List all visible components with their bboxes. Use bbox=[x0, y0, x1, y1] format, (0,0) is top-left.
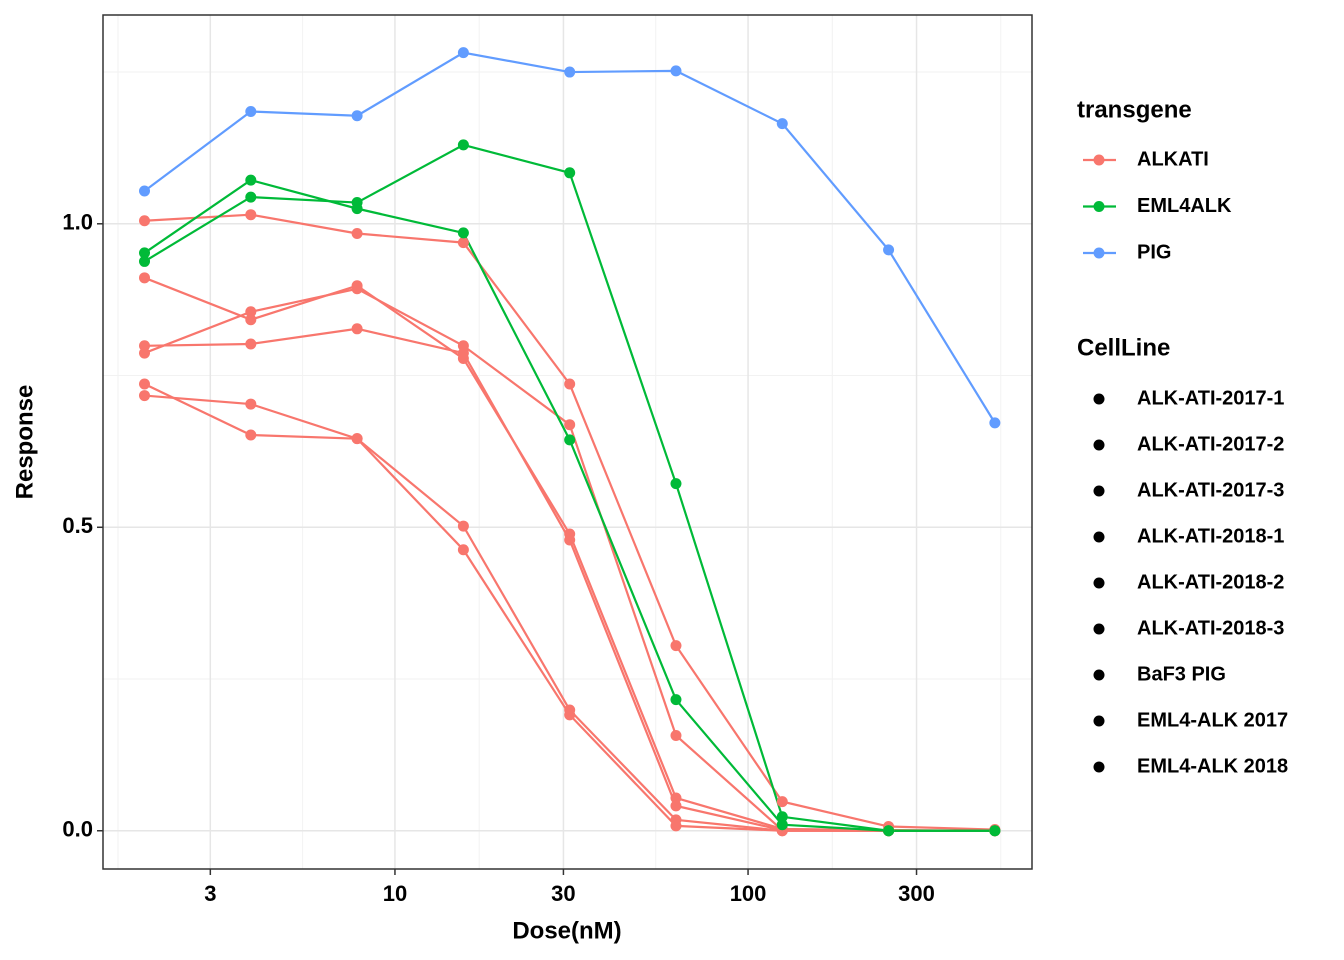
y-tick-label: 1.0 bbox=[62, 210, 93, 235]
legend-marker bbox=[1093, 393, 1105, 405]
data-point bbox=[564, 434, 576, 446]
x-tick-label: 100 bbox=[730, 881, 767, 906]
data-point bbox=[670, 800, 682, 812]
data-point bbox=[457, 227, 469, 239]
data-point bbox=[139, 272, 151, 284]
x-tick-label: 10 bbox=[383, 881, 407, 906]
legend-marker bbox=[1093, 669, 1105, 681]
legend-label: EML4-ALK 2017 bbox=[1137, 709, 1288, 731]
legend-marker bbox=[1093, 485, 1105, 497]
data-point bbox=[139, 255, 151, 267]
data-point bbox=[776, 796, 788, 808]
legend-marker bbox=[1093, 154, 1105, 166]
legend-label: EML4ALK bbox=[1137, 195, 1232, 217]
data-point bbox=[670, 694, 682, 706]
legend-marker bbox=[1093, 623, 1105, 635]
data-point bbox=[351, 110, 363, 122]
legend-marker bbox=[1093, 531, 1105, 543]
data-point bbox=[457, 47, 469, 59]
data-point bbox=[776, 118, 788, 130]
data-point bbox=[670, 792, 682, 804]
data-point bbox=[245, 314, 257, 326]
data-point bbox=[245, 209, 257, 221]
data-point bbox=[457, 139, 469, 151]
data-point bbox=[883, 244, 895, 256]
data-point bbox=[776, 811, 788, 823]
data-point bbox=[564, 66, 576, 78]
x-tick-label: 300 bbox=[898, 881, 935, 906]
y-tick-label: 0.5 bbox=[62, 513, 93, 538]
data-point bbox=[351, 197, 363, 209]
legend-marker bbox=[1093, 577, 1105, 589]
data-point bbox=[245, 338, 257, 350]
data-point bbox=[989, 825, 1001, 837]
legend-marker bbox=[1093, 201, 1105, 212]
legend-marker bbox=[1093, 247, 1105, 259]
legend-label: EML4-ALK 2018 bbox=[1137, 755, 1288, 777]
data-point bbox=[564, 709, 576, 721]
data-point bbox=[564, 534, 576, 546]
legend-label: ALKATI bbox=[1137, 148, 1209, 170]
data-point bbox=[351, 283, 363, 295]
data-point bbox=[564, 378, 576, 390]
data-point bbox=[245, 174, 257, 186]
data-point bbox=[670, 820, 682, 832]
y-axis-title: Response bbox=[11, 385, 38, 500]
data-point bbox=[883, 825, 895, 837]
legend-title: CellLine bbox=[1077, 334, 1170, 361]
data-point bbox=[139, 185, 151, 197]
legend-marker bbox=[1093, 439, 1105, 451]
data-point bbox=[351, 433, 363, 445]
legend-title: transgene bbox=[1077, 96, 1192, 123]
data-point bbox=[245, 106, 257, 118]
x-tick-label: 3 bbox=[204, 881, 216, 906]
legend-label: ALK-ATI-2017-3 bbox=[1137, 479, 1284, 501]
data-point bbox=[245, 429, 257, 441]
data-point bbox=[351, 323, 363, 335]
data-point bbox=[139, 390, 151, 402]
legend-label: ALK-ATI-2017-2 bbox=[1137, 433, 1284, 455]
data-point bbox=[351, 228, 363, 240]
data-point bbox=[989, 417, 1001, 429]
legend-label: PIG bbox=[1137, 241, 1171, 263]
legend-marker bbox=[1093, 715, 1105, 727]
plot-border bbox=[102, 14, 1033, 870]
data-point bbox=[670, 478, 682, 490]
data-point bbox=[564, 167, 576, 179]
data-point bbox=[457, 237, 469, 249]
data-point bbox=[670, 640, 682, 652]
data-point bbox=[457, 347, 469, 359]
data-point bbox=[139, 378, 151, 390]
data-point bbox=[139, 247, 151, 259]
legend-marker bbox=[1093, 761, 1105, 773]
data-point bbox=[245, 306, 257, 318]
data-point bbox=[457, 520, 469, 532]
data-point bbox=[245, 398, 257, 410]
legend-label: ALK-ATI-2018-1 bbox=[1137, 525, 1284, 547]
legend-label: ALK-ATI-2017-1 bbox=[1137, 387, 1284, 409]
data-point bbox=[776, 819, 788, 831]
data-point bbox=[670, 65, 682, 77]
x-axis-title: Dose(nM) bbox=[512, 917, 621, 944]
data-point bbox=[670, 729, 682, 741]
data-point bbox=[139, 340, 151, 352]
data-point bbox=[457, 544, 469, 556]
legend-label: BaF3 PIG bbox=[1137, 663, 1226, 685]
legend-label: ALK-ATI-2018-2 bbox=[1137, 571, 1284, 593]
y-tick-label: 0.0 bbox=[62, 817, 93, 842]
legend-label: ALK-ATI-2018-3 bbox=[1137, 617, 1284, 639]
data-point bbox=[564, 419, 576, 431]
x-tick-label: 30 bbox=[551, 881, 575, 906]
data-point bbox=[139, 215, 151, 227]
data-point bbox=[245, 191, 257, 203]
